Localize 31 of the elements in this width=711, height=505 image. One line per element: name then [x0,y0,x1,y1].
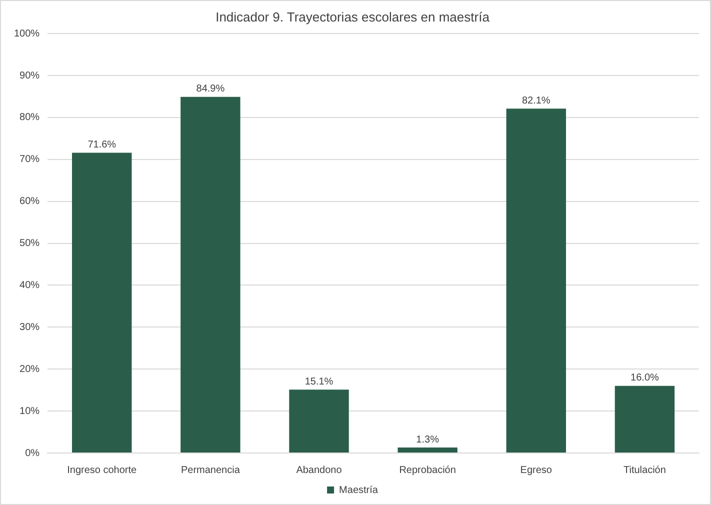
x-tick-label: Reprobación [399,464,456,476]
bar [180,96,240,452]
data-label: 16.0% [630,372,659,384]
data-label: 15.1% [304,376,334,388]
data-label: 71.6% [88,139,116,150]
x-tick-label: Ingreso cohorte [67,464,138,476]
bar [72,152,132,452]
x-tick-label: Permanencia [180,464,240,476]
y-tick-label: 90% [20,70,40,82]
data-label: 84.9% [196,84,225,95]
chart-title: Indicador 9. Trayectorias escolares en maestría [216,9,490,24]
x-tick-label: Egreso [520,464,552,476]
bar [614,386,675,452]
data-label: 1.3% [416,434,440,446]
y-tick-label: 0% [25,448,40,459]
x-tick-label: Titulación [623,464,666,476]
bar [289,390,349,452]
y-tick-label: 10% [20,406,40,417]
y-tick-label: 100% [14,28,40,40]
y-tick-label: 50% [20,238,40,250]
bar [398,448,458,452]
y-tick-label: 60% [20,196,40,208]
y-tick-label: 40% [20,280,40,291]
y-tick-label: 20% [20,364,40,375]
x-tick-label: Abandono [296,464,342,476]
legend-label: Maestría [339,484,378,496]
y-tick-label: 70% [20,154,40,166]
y-tick-label: 30% [20,322,40,333]
y-tick-label: 80% [20,112,40,124]
data-label: 82.1% [522,95,550,106]
bar [506,108,566,452]
